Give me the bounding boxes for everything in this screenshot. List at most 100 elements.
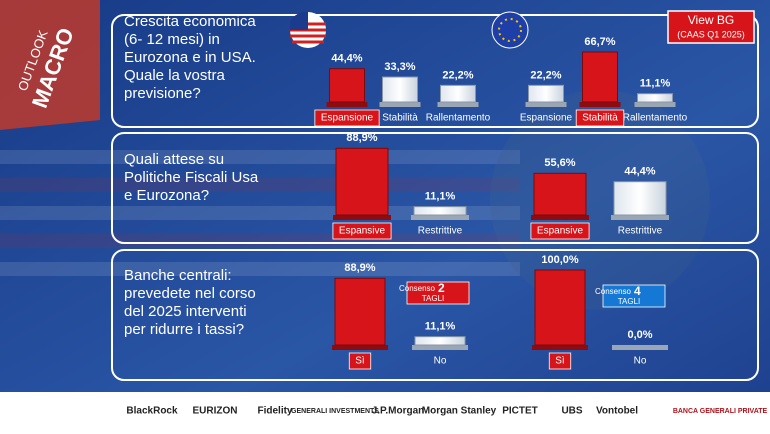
question-line: per ridurre i tassi? <box>124 321 244 338</box>
eu-flag <box>491 11 529 49</box>
bar-base <box>531 215 589 220</box>
category-label: Restrittive <box>618 226 663 237</box>
category-highlight <box>314 109 380 127</box>
bar-base <box>332 345 388 350</box>
footer <box>0 392 770 434</box>
consensus-box <box>602 284 666 308</box>
side-band <box>0 0 100 130</box>
value-label: 88,9% <box>346 132 377 144</box>
bar <box>582 51 618 103</box>
logo: UBS <box>561 406 582 417</box>
question-line: Eurozona e in USA. <box>124 49 256 66</box>
bar-base <box>333 215 391 220</box>
category-label: Espansione <box>520 113 573 124</box>
consensus-label: Consenso <box>595 287 632 296</box>
logo: Fidelity <box>257 406 292 417</box>
consensus-box <box>406 281 470 305</box>
question-line: Quali attese su <box>124 151 224 168</box>
bar-base <box>411 215 469 220</box>
consensus-label: Consenso <box>399 284 436 293</box>
button-text[interactable]: View BG <box>688 13 734 27</box>
logo: GENERALI INVESTMENTS <box>291 408 379 415</box>
bar-base <box>326 102 368 107</box>
question-line: Politiche Fiscali Usa <box>124 169 259 186</box>
button-text[interactable]: (CAAS Q1 2025) <box>677 29 745 39</box>
value-label: 11,1% <box>425 321 456 333</box>
bar <box>413 206 467 216</box>
category-highlight <box>548 352 572 370</box>
panel <box>111 14 759 128</box>
question-line: previsione? <box>124 85 201 102</box>
bar-base <box>611 215 669 220</box>
bar-base <box>532 345 588 350</box>
value-label: 44,4% <box>624 166 655 178</box>
bar-base <box>437 102 479 107</box>
logo: PICTET <box>502 406 538 417</box>
bar <box>329 68 365 103</box>
bar <box>528 84 564 103</box>
bar <box>533 172 587 216</box>
bar-base <box>634 102 676 107</box>
consensus-number: 2 <box>438 281 445 295</box>
bar <box>382 76 418 103</box>
value-label: 44,4% <box>331 53 362 65</box>
category-label: Restrittive <box>418 226 463 237</box>
us-flag <box>290 11 326 48</box>
question-line: del 2025 interventi <box>124 303 247 320</box>
value-label: 100,0% <box>541 254 579 266</box>
category-label: Espansive <box>339 226 386 237</box>
value-label: 11,1% <box>425 191 456 203</box>
question-line: (6- 12 mesi) in <box>124 31 220 48</box>
consensus-number: 4 <box>634 284 641 298</box>
value-label: 33,3% <box>384 61 415 73</box>
question-line: Crescita economica <box>124 13 256 30</box>
category-label: Sì <box>555 356 565 367</box>
question-line: e Eurozona? <box>124 187 209 204</box>
value-label: 88,9% <box>344 262 375 274</box>
category-label: Rallentamento <box>426 113 491 124</box>
logo: J.P.Morgan <box>372 406 425 417</box>
bar <box>414 336 466 346</box>
category-label: Espansione <box>321 113 374 124</box>
logo: BlackRock <box>126 406 178 417</box>
category-highlight <box>332 222 392 240</box>
category-label: Espansive <box>537 226 584 237</box>
panel <box>111 132 759 244</box>
bar-base <box>612 345 668 350</box>
question-line: Banche centrali: <box>124 267 232 284</box>
logo: BANCA GENERALI PRIVATE <box>673 408 768 415</box>
bar-base <box>412 345 468 350</box>
bar-base <box>579 102 621 107</box>
value-label: 66,7% <box>584 36 615 48</box>
bar <box>335 147 389 216</box>
consensus-unit: TAGLI <box>618 297 641 306</box>
flag-stripes <box>0 150 520 276</box>
logo: Vontobel <box>596 406 638 417</box>
value-label: 0,0% <box>627 329 652 341</box>
consensus-unit: TAGLI <box>422 294 445 303</box>
category-label: Stabilità <box>582 113 618 124</box>
logo: Morgan Stanley <box>422 406 497 417</box>
category-highlight <box>530 222 590 240</box>
bar <box>637 93 673 103</box>
value-label: 11,1% <box>640 78 671 90</box>
value-label: 22,2% <box>442 69 473 81</box>
category-highlight <box>348 352 372 370</box>
category-highlight <box>575 109 625 127</box>
category-label: No <box>634 356 647 367</box>
value-label: 55,6% <box>544 157 575 169</box>
view-button[interactable] <box>667 10 755 44</box>
category-label: Stabilità <box>382 113 418 124</box>
bar <box>334 277 386 346</box>
panel <box>111 249 759 381</box>
bar-base <box>379 102 421 107</box>
bar <box>440 84 476 103</box>
value-label: 22,2% <box>530 69 561 81</box>
question-line: prevedete nel corso <box>124 285 256 302</box>
category-label: No <box>434 356 447 367</box>
question-line: Quale la vostra <box>124 67 226 84</box>
category-label: Sì <box>355 356 365 367</box>
bar <box>613 181 667 216</box>
bar-base <box>525 102 567 107</box>
